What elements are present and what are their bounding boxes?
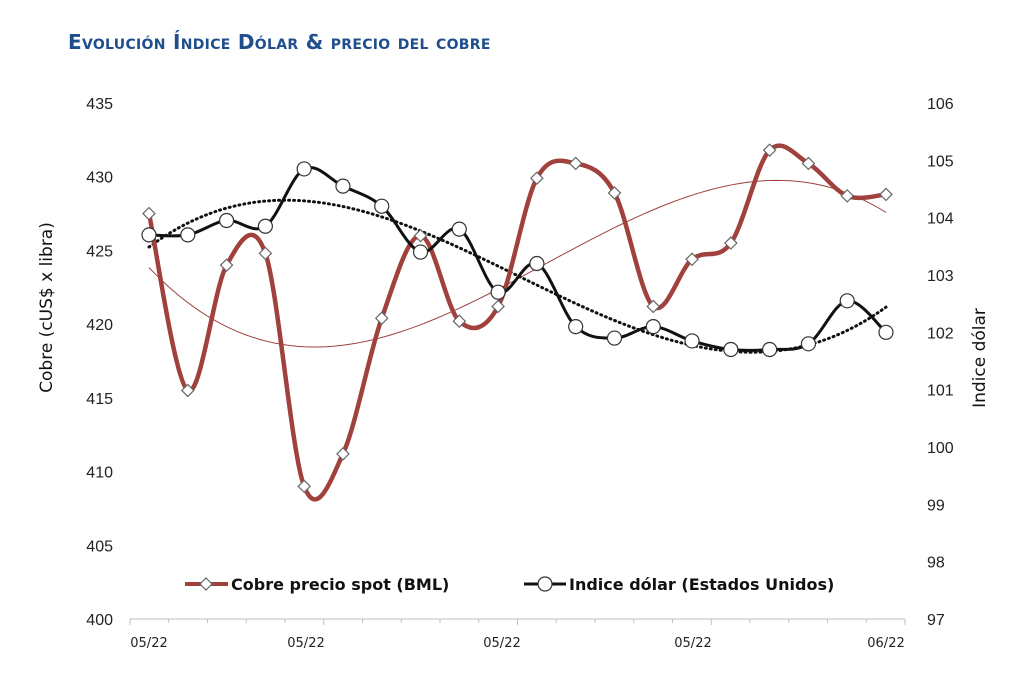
x-tick-label: 05/22 [130,636,167,651]
y-left-tick-label: 405 [86,538,113,555]
y-left-tick-label: 410 [86,465,113,482]
dollar-series-line [148,166,888,352]
dollar-data-point [878,324,894,340]
dollar-data-point [800,336,817,352]
y-right-tick-label: 97 [927,612,945,629]
y-left-tick-label: 435 [86,96,113,113]
copper-data-point [219,258,234,273]
y-right-tick-label: 106 [927,96,954,113]
y-right-tick-label: 99 [927,497,945,514]
copper-data-point [762,143,777,158]
y-right-axis: 97 98 99 100 101 102 103 104 105 106 [927,96,954,629]
y-left-axis: 400 405 410 415 420 425 430 435 [86,96,113,629]
legend-item-dollar: Indice dólar (Estados Unidos) [524,575,834,594]
y-left-tick-label: 400 [86,612,113,629]
y-right-tick-label: 101 [927,383,954,400]
copper-data-point [723,236,738,250]
dollar-data-point [529,255,545,272]
dollar-data-point [180,227,196,243]
copper-data-point [297,479,312,494]
dollar-data-point [257,218,273,234]
copper-data-point [374,311,389,326]
copper-data-point [142,206,156,221]
dollar-data-point [762,341,778,358]
copper-data-point [452,314,467,329]
dollar-data-point [723,341,739,358]
dollar-data-point [451,221,467,237]
legend-copper-label: Cobre precio spot (BML) [231,575,449,594]
diamond-marker-icon [199,577,213,591]
copper-data-point [413,228,428,243]
y-right-tick-label: 100 [927,440,954,457]
dollar-data-point [218,212,235,229]
x-tick-label: 06/22 [867,636,904,651]
copper-data-point [530,171,544,186]
dollar-data-point [490,284,506,300]
legend: Cobre precio spot (BML) Indice dólar (Es… [185,575,834,594]
y-right-tick-label: 103 [927,268,954,285]
dollar-data-point [684,333,700,349]
dollar-data-point [374,198,390,214]
copper-trendline [148,179,887,348]
y-left-axis-label: Cobre (cUS$ x libra) [37,222,57,393]
y-right-tick-label: 102 [927,325,954,342]
dollar-data-point [296,161,312,177]
copper-data-point [879,187,893,202]
dollar-data-point [568,319,584,335]
y-right-tick-label: 105 [927,153,954,170]
chart-title: Evolución Índice Dólar & precio del cobr… [68,30,491,54]
dollar-data-point [141,227,157,243]
y-right-tick-label: 104 [927,211,954,228]
copper-data-point [646,299,661,314]
dollar-data-point [645,319,661,335]
copper-data-point [840,189,855,203]
x-tick-label: 05/22 [483,636,520,651]
y-left-tick-label: 420 [86,317,113,334]
x-tick-label: 05/22 [674,636,711,651]
series [141,143,894,502]
x-axis: 05/22 05/22 05/22 05/22 06/22 [129,618,906,651]
dollar-data-point [606,330,623,346]
y-right-tick-label: 98 [927,555,945,572]
x-tick-label: 05/22 [287,636,324,651]
copper-data-point [491,299,505,314]
y-left-tick-label: 425 [86,243,113,260]
copper-data-point [258,246,273,261]
copper-data-point [180,383,195,398]
copper-data-point [336,447,350,461]
y-left-tick-label: 430 [86,170,113,187]
y-right-axis-label: Indice dólar [970,308,990,408]
dollar-data-point [839,293,855,309]
dollar-data-point [412,244,429,260]
y-left-tick-label: 415 [86,391,113,408]
copper-data-point [607,186,622,200]
copper-data-point [801,156,816,171]
copper-data-point [568,156,583,171]
legend-dollar-label: Indice dólar (Estados Unidos) [569,575,834,594]
copper-series-line [146,143,887,502]
legend-item-copper: Cobre precio spot (BML) [185,575,449,594]
copper-data-point [685,252,699,267]
dollar-data-point [335,178,351,194]
trendlines [147,179,888,354]
circle-marker-icon [537,576,553,592]
